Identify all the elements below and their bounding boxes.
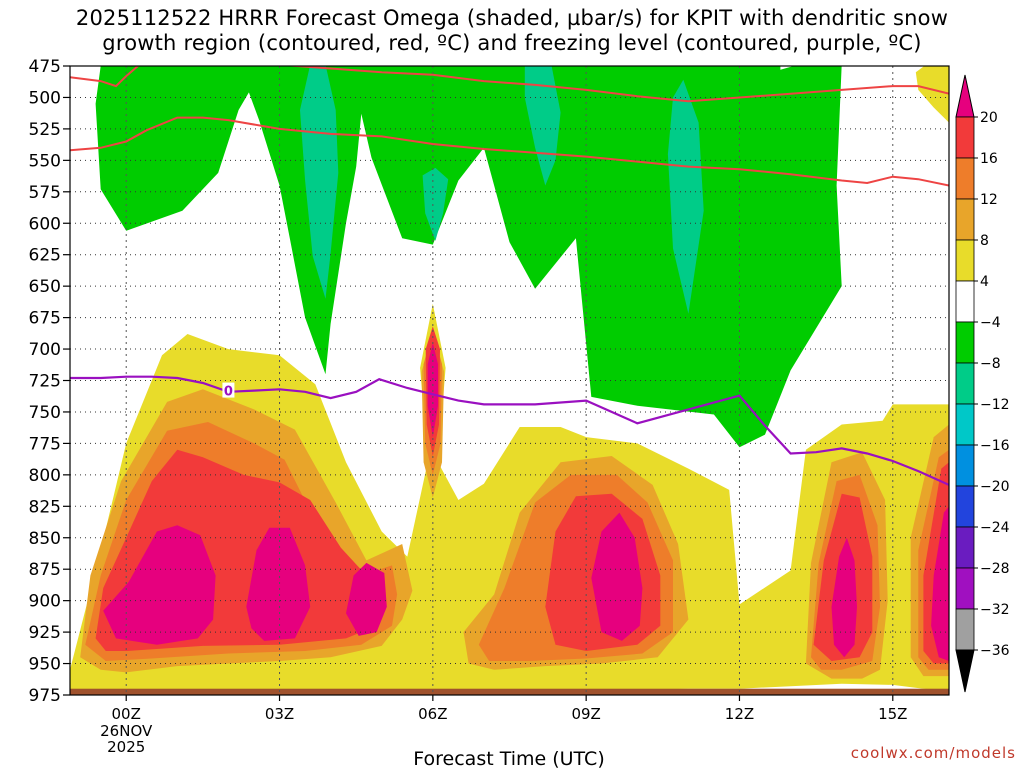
x-axis-label: Forecast Time (UTC) <box>413 748 604 768</box>
colorbar-bin-10 <box>955 526 975 569</box>
colorbar-bin-3 <box>955 239 975 282</box>
colorbar-label-2: 12 <box>980 192 998 208</box>
colorbar-label-11: −28 <box>980 561 1010 577</box>
colorbar-label-0: 20 <box>980 110 998 126</box>
colorbar-bin-2 <box>955 198 975 241</box>
omega-shading <box>70 66 949 695</box>
y-tick-label-550: 550 <box>29 151 61 171</box>
colorbar-label-7: −12 <box>980 397 1010 413</box>
omega-region-3 <box>524 66 561 186</box>
colorbar-bin-11 <box>955 567 975 610</box>
omega-region-23 <box>246 527 311 641</box>
y-tick-label-850: 850 <box>29 529 61 549</box>
x-tick-label-03Z: 03Z <box>265 705 294 723</box>
omega-region-27 <box>831 537 857 658</box>
omega-region-25 <box>427 342 438 438</box>
omega-region-26 <box>591 512 643 641</box>
omega-region-2 <box>422 167 449 241</box>
x-tick-label-12Z: 12Z <box>725 705 754 723</box>
y-tick-label-700: 700 <box>29 340 61 360</box>
colorbar: 20 16 12 8 4 −4 −8 −12 −16 −20 −24 −28 −32 −36 <box>955 74 1010 693</box>
y-tick-label-875: 875 <box>29 560 61 580</box>
terrain-strip <box>70 688 949 695</box>
y-tick-label-950: 950 <box>29 655 61 675</box>
colorbar-bin-6 <box>955 362 975 405</box>
colorbar-bin-12 <box>955 608 975 651</box>
surface-strip <box>70 688 949 695</box>
y-tick-label-675: 675 <box>29 309 61 329</box>
y-tick-label-800: 800 <box>29 466 61 486</box>
omega-region-6 <box>915 66 949 123</box>
omega-region-22 <box>103 525 216 645</box>
colorbar-bin-1 <box>955 157 975 200</box>
colorbar-top-arrow <box>955 74 975 118</box>
colorbar-bin-5 <box>955 321 975 364</box>
y-tick-label-575: 575 <box>29 183 61 203</box>
omega-region-24 <box>346 562 387 636</box>
y-axis: 475 500 525 550 575 600 625 650 675 700 725 750 775 8… <box>29 57 70 706</box>
y-tick-label-750: 750 <box>29 403 61 423</box>
freezing-level-label-halo <box>222 382 235 398</box>
y-tick-label-825: 825 <box>29 497 61 517</box>
contour-lines: 0 <box>70 66 949 486</box>
y-tick-label-725: 725 <box>29 372 61 392</box>
colorbar-bin-4 <box>955 280 975 323</box>
colorbar-bottom-arrow <box>955 649 975 693</box>
omega-region-28 <box>931 506 949 661</box>
colorbar-label-9: −20 <box>980 479 1010 495</box>
colorbar-label-13: −36 <box>980 643 1010 659</box>
colorbar-label-6: −8 <box>980 356 1001 372</box>
colorbar-bin-7 <box>955 403 975 446</box>
colorbar-label-4: 4 <box>980 274 989 290</box>
y-tick-label-525: 525 <box>29 120 61 140</box>
chart-title: 2025112522 HRRR Forecast Omega (shaded, … <box>0 6 1024 56</box>
colorbar-bin-8 <box>955 444 975 487</box>
y-tick-label-975: 975 <box>29 686 61 706</box>
x-tick-label-15Z: 15Z <box>878 705 907 723</box>
dgz-contour-upper <box>70 66 949 103</box>
freezing-level-label: 0 <box>224 385 233 400</box>
y-tick-label-650: 650 <box>29 277 61 297</box>
colorbar-label-3: 8 <box>980 233 989 249</box>
credit-text[interactable]: coolwx.com/models <box>850 744 1016 762</box>
x-tick-label-09Z: 09Z <box>571 705 600 723</box>
omega-region-0 <box>95 66 842 448</box>
chart-title-line-1: 2025112522 HRRR Forecast Omega (shaded, … <box>75 6 949 30</box>
x-tick-sublabel-0: 26NOV <box>100 722 153 740</box>
omega-region-1 <box>300 66 339 299</box>
y-tick-label-900: 900 <box>29 592 61 612</box>
omega-region-4 <box>667 79 704 314</box>
x-tick-label-00Z: 00Z <box>112 705 141 723</box>
colorbar-label-1: 16 <box>980 151 998 167</box>
y-tick-label-775: 775 <box>29 434 61 454</box>
colorbar-label-12: −32 <box>980 602 1010 618</box>
colorbar-label-10: −24 <box>980 520 1010 536</box>
y-tick-label-475: 475 <box>29 57 61 77</box>
colorbar-bin-9 <box>955 485 975 528</box>
x-tick-sublabel-1: 2025 <box>107 738 145 756</box>
x-tick-label-06Z: 06Z <box>418 705 447 723</box>
y-tick-label-600: 600 <box>29 214 61 234</box>
colorbar-label-5: −4 <box>980 315 1001 331</box>
freezing-level-line <box>70 375 949 486</box>
dgz-contour-lower <box>70 116 949 187</box>
colorbar-bin-0 <box>955 116 975 159</box>
colorbar-label-8: −16 <box>980 438 1010 454</box>
y-tick-label-625: 625 <box>29 246 61 266</box>
chart-title-line-2: growth region (contoured, red, ºC) and f… <box>102 31 922 55</box>
y-tick-label-500: 500 <box>29 88 61 108</box>
y-tick-label-925: 925 <box>29 623 61 643</box>
